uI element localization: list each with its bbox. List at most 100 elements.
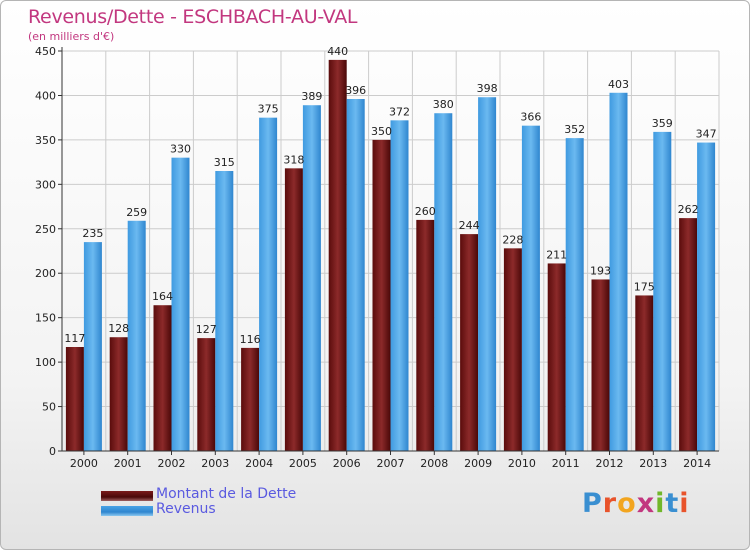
data-label: 117 bbox=[64, 332, 85, 345]
bar-revenus bbox=[434, 113, 453, 451]
bar-dette bbox=[328, 59, 347, 452]
data-label: 259 bbox=[126, 206, 147, 219]
bars bbox=[65, 59, 716, 452]
x-tick-label: 2014 bbox=[683, 457, 711, 470]
bar-revenus bbox=[171, 157, 190, 451]
data-label: 440 bbox=[327, 45, 348, 58]
chart-title: Revenus/Dette - ESCHBACH-AU-VAL bbox=[28, 6, 358, 28]
bar-dette bbox=[65, 347, 84, 451]
x-tick-label: 2010 bbox=[508, 457, 536, 470]
data-label: 359 bbox=[652, 117, 673, 130]
data-label: 211 bbox=[546, 248, 567, 261]
logo-letter: i bbox=[679, 488, 690, 519]
bar-dette bbox=[372, 139, 391, 451]
x-tick-label: 2002 bbox=[158, 457, 186, 470]
bar-dette bbox=[503, 248, 522, 451]
bar-revenus bbox=[697, 142, 716, 452]
bar-revenus bbox=[609, 92, 628, 452]
data-label: 380 bbox=[433, 98, 454, 111]
bar-dette bbox=[109, 337, 128, 451]
logo-letter: o bbox=[617, 488, 637, 519]
y-tick-label: 100 bbox=[35, 356, 56, 369]
bar-revenus bbox=[302, 105, 321, 451]
x-tick-label: 2003 bbox=[201, 457, 229, 470]
bar-dette bbox=[591, 279, 610, 451]
y-tick-label: 150 bbox=[35, 312, 56, 325]
x-tick-label: 2012 bbox=[596, 457, 624, 470]
data-label: 366 bbox=[520, 111, 541, 124]
x-tick-label: 2004 bbox=[245, 457, 273, 470]
data-label: 244 bbox=[459, 219, 480, 232]
bar-dette bbox=[460, 234, 479, 451]
data-label: 375 bbox=[258, 103, 279, 116]
data-label: 235 bbox=[82, 227, 103, 240]
bar-dette bbox=[153, 305, 172, 451]
bar-dette bbox=[284, 168, 303, 452]
x-tick-label: 2013 bbox=[639, 457, 667, 470]
data-label: 164 bbox=[152, 290, 173, 303]
bar-dette bbox=[416, 219, 435, 451]
x-tick-label: 2005 bbox=[289, 457, 317, 470]
bar-revenus bbox=[478, 97, 497, 451]
bar-revenus bbox=[653, 131, 672, 451]
data-label: 175 bbox=[634, 280, 655, 293]
y-tick-label: 0 bbox=[49, 445, 56, 458]
bar-dette bbox=[635, 295, 654, 451]
bar-dette bbox=[197, 338, 216, 451]
data-label: 128 bbox=[108, 322, 129, 335]
logo-letter: P bbox=[582, 488, 603, 519]
data-label: 389 bbox=[301, 90, 322, 103]
bar-revenus bbox=[346, 99, 365, 451]
x-tick-label: 2000 bbox=[70, 457, 98, 470]
x-tick-label: 2006 bbox=[333, 457, 361, 470]
data-label: 396 bbox=[345, 84, 366, 97]
data-label: 318 bbox=[283, 153, 304, 166]
data-labels: 117 235 128 259 164 330 127 315 116 375 318 389 440 3… bbox=[64, 45, 716, 346]
bar-dette bbox=[241, 347, 260, 451]
chart-subtitle: (en milliers d'€) bbox=[28, 30, 115, 43]
y-tick-label: 50 bbox=[42, 401, 56, 414]
bar-revenus bbox=[259, 117, 278, 452]
logo-letter: r bbox=[602, 488, 618, 519]
legend-swatch-dette bbox=[101, 491, 153, 501]
data-label: 398 bbox=[477, 82, 498, 95]
logo-letter: i bbox=[655, 488, 666, 519]
legend-label-dette: Montant de la Dette bbox=[156, 486, 297, 502]
data-label: 228 bbox=[502, 233, 523, 246]
y-tick-label: 200 bbox=[35, 267, 56, 280]
bar-revenus bbox=[390, 120, 409, 451]
x-tick-label: 2007 bbox=[377, 457, 405, 470]
logo-letter: x bbox=[636, 488, 656, 519]
data-label: 352 bbox=[564, 123, 585, 136]
x-tick-label: 2008 bbox=[420, 457, 448, 470]
data-label: 260 bbox=[415, 205, 436, 218]
data-label: 403 bbox=[608, 78, 629, 91]
x-tick-label: 2001 bbox=[114, 457, 142, 470]
data-label: 372 bbox=[389, 105, 410, 118]
bar-revenus bbox=[565, 138, 584, 451]
y-tick-label: 250 bbox=[35, 223, 56, 236]
bar-revenus bbox=[521, 125, 540, 452]
bar-revenus bbox=[215, 171, 234, 451]
data-label: 330 bbox=[170, 143, 191, 156]
axes: 0 50 100 150 200 250 300 350 400 450 2000 2001 2002 2… bbox=[35, 45, 719, 470]
data-label: 193 bbox=[590, 264, 611, 277]
y-tick-label: 350 bbox=[35, 134, 56, 147]
bar-dette bbox=[547, 263, 566, 451]
data-label: 315 bbox=[214, 156, 235, 169]
x-tick-label: 2011 bbox=[552, 457, 580, 470]
bar-revenus bbox=[127, 220, 146, 451]
proxiti-logo: Proxiti bbox=[582, 488, 690, 519]
legend-swatch-revenus bbox=[101, 506, 153, 516]
legend-label-revenus: Revenus bbox=[156, 501, 216, 517]
y-tick-label: 300 bbox=[35, 178, 56, 191]
logo-letter: t bbox=[665, 488, 680, 519]
y-tick-label: 400 bbox=[35, 89, 56, 102]
data-label: 116 bbox=[240, 333, 261, 346]
data-label: 127 bbox=[196, 323, 217, 336]
bar-revenus bbox=[83, 242, 102, 451]
data-label: 262 bbox=[678, 203, 699, 216]
y-tick-label: 450 bbox=[35, 45, 56, 58]
